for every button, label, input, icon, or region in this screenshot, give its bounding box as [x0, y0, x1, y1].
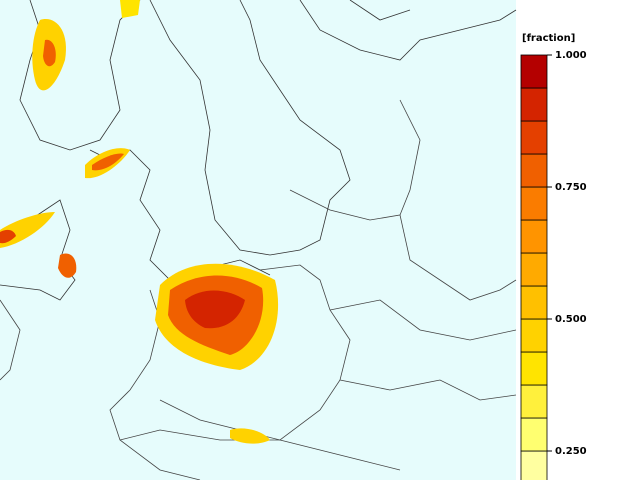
colorbar-level: [520, 318, 548, 353]
field-patches: [0, 0, 279, 444]
colorbar-level: [520, 285, 548, 320]
colorbar-level: [520, 186, 548, 221]
colorbar-level: [520, 219, 548, 254]
colorbar-level: [520, 153, 548, 188]
map-lines: [0, 0, 517, 480]
colorbar-level: [520, 384, 548, 419]
colorbar-level: [520, 450, 548, 480]
colorbar-level: [520, 87, 548, 122]
colorbar: [fraction]: [522, 33, 575, 44]
colorbar-level: [520, 120, 548, 155]
colorbar-tick-label: 0.500: [555, 314, 587, 325]
colorbar-level: [520, 417, 548, 452]
colorbar-tick-label: 0.750: [555, 182, 587, 193]
colorbar-level: [520, 54, 548, 89]
colorbar-title: [fraction]: [522, 33, 575, 44]
colorbar-level: [520, 252, 548, 287]
colorbar-tick-label: 0.250: [555, 446, 587, 457]
colorbar-tick-label: 1.000: [555, 50, 587, 61]
map-background: [0, 0, 516, 480]
colorbar-level: [520, 351, 548, 386]
